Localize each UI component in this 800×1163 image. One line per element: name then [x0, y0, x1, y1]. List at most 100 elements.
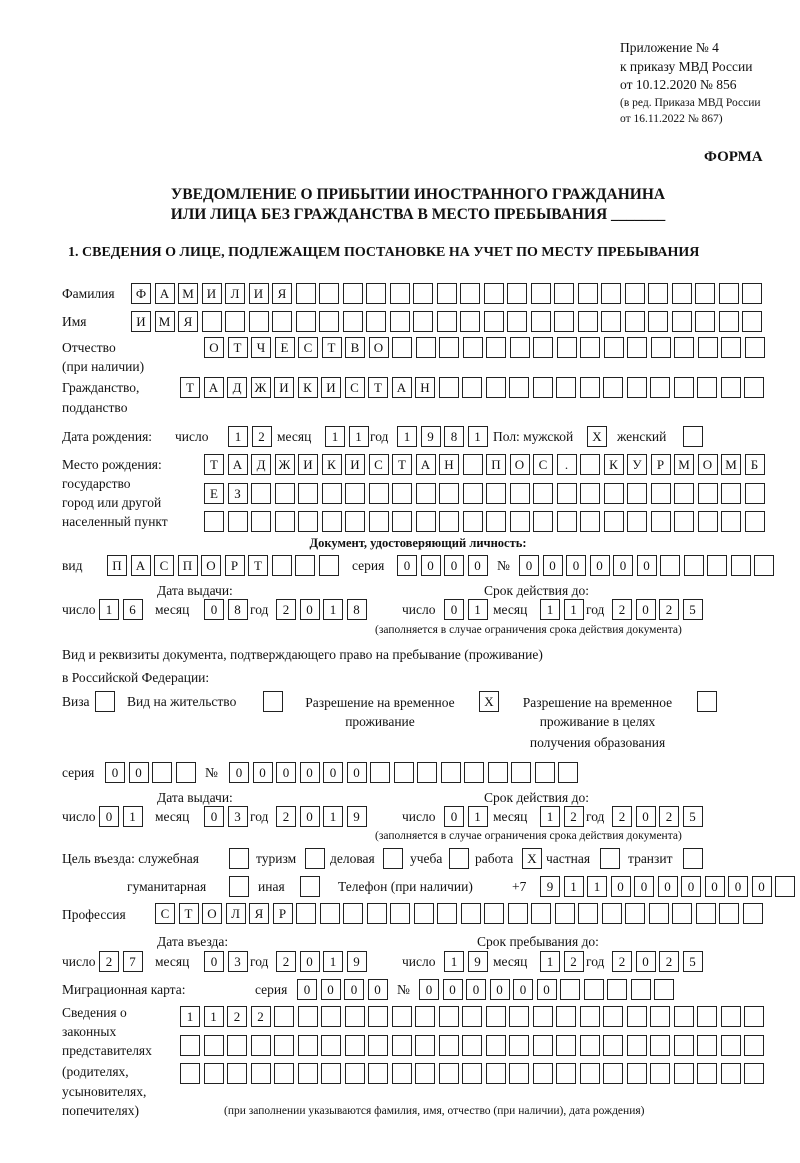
char-cell[interactable] — [511, 762, 531, 783]
char-cell[interactable]: 0 — [751, 876, 772, 897]
char-cell[interactable] — [295, 555, 315, 576]
char-cell[interactable]: В — [345, 337, 365, 358]
char-cell[interactable]: Д — [251, 454, 271, 475]
char-cell[interactable] — [296, 903, 316, 924]
char-cell[interactable] — [744, 1006, 764, 1027]
char-cell[interactable] — [556, 337, 577, 358]
char-cell[interactable] — [437, 903, 457, 924]
char-cell[interactable] — [274, 1035, 294, 1056]
char-cell[interactable]: 0 — [466, 979, 486, 1000]
char-cell[interactable] — [227, 511, 248, 532]
char-cell[interactable] — [624, 283, 645, 304]
char-cell[interactable] — [720, 1063, 741, 1084]
char-cell[interactable] — [577, 311, 598, 332]
char-cell[interactable] — [578, 903, 598, 924]
char-cell[interactable] — [415, 483, 436, 504]
char-cell[interactable] — [648, 283, 668, 304]
char-cell[interactable]: 0 — [204, 599, 224, 620]
char-cell[interactable]: С — [533, 454, 553, 475]
char-cell[interactable]: 9 — [467, 951, 488, 972]
char-cell[interactable] — [507, 311, 527, 332]
char-cell[interactable]: С — [154, 555, 174, 576]
char-cell[interactable] — [439, 337, 459, 358]
char-cell[interactable] — [533, 337, 553, 358]
char-cell[interactable] — [532, 1006, 553, 1027]
char-cell[interactable]: И — [201, 283, 222, 304]
char-cell[interactable]: С — [155, 903, 175, 924]
char-cell[interactable]: 0 — [299, 599, 320, 620]
char-cell[interactable] — [460, 311, 480, 332]
char-cell[interactable] — [579, 1063, 600, 1084]
char-cell[interactable] — [389, 283, 410, 304]
char-cell[interactable] — [180, 1063, 200, 1084]
char-cell[interactable] — [603, 337, 624, 358]
char-cell[interactable] — [601, 311, 621, 332]
char-cell[interactable] — [560, 979, 580, 1000]
char-cell[interactable] — [391, 1006, 412, 1027]
char-cell[interactable] — [603, 511, 624, 532]
char-cell[interactable]: 8 — [444, 426, 464, 447]
char-cell[interactable] — [742, 311, 762, 332]
char-cell[interactable]: 3 — [227, 951, 248, 972]
char-cell[interactable] — [627, 511, 647, 532]
char-cell[interactable] — [438, 1006, 459, 1027]
char-cell[interactable]: 0 — [99, 806, 119, 827]
char-cell[interactable] — [660, 555, 680, 576]
char-cell[interactable] — [509, 377, 529, 398]
char-cell[interactable]: 5 — [682, 951, 703, 972]
char-cell[interactable] — [650, 511, 671, 532]
char-cell[interactable] — [383, 848, 403, 869]
char-cell[interactable]: 0 — [634, 876, 654, 897]
char-cell[interactable] — [603, 377, 623, 398]
char-cell[interactable]: М — [674, 454, 694, 475]
char-cell[interactable]: 0 — [297, 979, 317, 1000]
char-cell[interactable]: 0 — [635, 951, 656, 972]
char-cell[interactable]: 0 — [420, 555, 441, 576]
char-cell[interactable]: Ж — [250, 377, 271, 398]
char-cell[interactable]: 0 — [681, 876, 701, 897]
char-cell[interactable]: П — [177, 555, 198, 576]
char-cell[interactable] — [368, 1035, 388, 1056]
char-cell[interactable] — [601, 903, 622, 924]
char-cell[interactable]: 0 — [566, 555, 586, 576]
char-cell[interactable] — [483, 311, 504, 332]
char-cell[interactable] — [626, 1063, 647, 1084]
char-cell[interactable] — [227, 1035, 247, 1056]
char-cell[interactable]: 9 — [420, 426, 441, 447]
char-cell[interactable] — [321, 1035, 341, 1056]
purpose-transit-checkbox[interactable] — [683, 848, 703, 869]
char-cell[interactable] — [415, 337, 436, 358]
char-cell[interactable] — [627, 337, 647, 358]
char-cell[interactable]: З — [227, 483, 248, 504]
char-cell[interactable] — [487, 762, 508, 783]
char-cell[interactable] — [344, 1035, 365, 1056]
char-cell[interactable]: 0 — [320, 979, 341, 1000]
char-cell[interactable]: 1 — [587, 876, 607, 897]
char-cell[interactable] — [298, 483, 318, 504]
char-cell[interactable]: 1 — [467, 806, 488, 827]
char-cell[interactable] — [532, 377, 553, 398]
char-cell[interactable]: 2 — [276, 599, 296, 620]
char-cell[interactable]: 0 — [397, 555, 417, 576]
char-cell[interactable]: 0 — [252, 762, 273, 783]
char-cell[interactable] — [440, 762, 461, 783]
char-cell[interactable]: Т — [204, 454, 224, 475]
char-cell[interactable]: С — [298, 337, 318, 358]
char-cell[interactable] — [203, 1063, 224, 1084]
char-cell[interactable] — [509, 483, 530, 504]
char-cell[interactable] — [707, 555, 727, 576]
char-cell[interactable]: И — [345, 454, 365, 475]
char-cell[interactable] — [697, 1063, 717, 1084]
